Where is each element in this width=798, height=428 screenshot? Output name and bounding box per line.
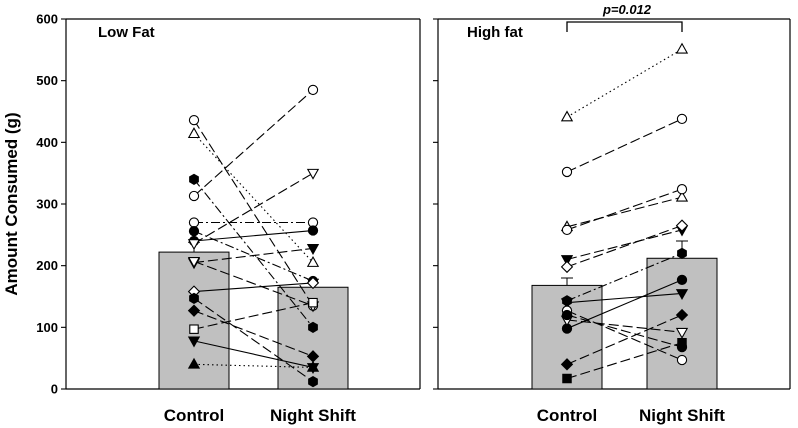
point-night-shift-7 — [677, 247, 687, 259]
pair-line-10 — [193, 260, 314, 307]
panel-title-high-fat: High fat — [467, 24, 523, 41]
pair-line-14 — [566, 342, 683, 380]
point-night-shift-3 — [307, 84, 319, 96]
point-control-4 — [188, 217, 200, 228]
pair-line-13 — [193, 310, 314, 357]
pair-line-12 — [566, 314, 683, 348]
point-control-6 — [188, 225, 200, 237]
pair-line-8 — [193, 172, 314, 244]
point-night-shift-10 — [675, 327, 689, 339]
point-night-shift-11 — [306, 276, 320, 290]
point-control-5 — [560, 255, 574, 267]
point-control-5 — [189, 173, 199, 185]
point-control-1 — [188, 114, 200, 126]
pair-line-7 — [193, 229, 314, 242]
pair-line-16 — [193, 363, 314, 368]
point-night-shift-14 — [308, 297, 318, 308]
point-control-13 — [187, 304, 201, 317]
point-control-1 — [560, 110, 574, 122]
point-control-8 — [560, 298, 574, 310]
point-control-14 — [562, 373, 572, 384]
point-night-shift-3 — [675, 190, 689, 202]
point-night-shift-6 — [675, 219, 689, 232]
point-night-shift-9 — [306, 244, 320, 256]
pair-line-2 — [566, 118, 683, 173]
point-night-shift-9 — [676, 274, 688, 285]
point-night-shift-4 — [676, 184, 688, 195]
pair-line-5 — [566, 229, 683, 261]
point-night-shift-2 — [676, 113, 688, 125]
point-control-14 — [189, 324, 199, 334]
point-control-6 — [560, 260, 574, 274]
point-night-shift-7 — [307, 225, 319, 236]
point-night-shift-12 — [308, 375, 318, 388]
pair-line-9 — [193, 247, 314, 264]
pair-line-8 — [566, 292, 683, 304]
significance-bracket — [566, 21, 683, 32]
y-tick-label: 500 — [36, 73, 58, 88]
point-control-16 — [187, 357, 201, 369]
low-fat-night-shift-label: Night Shift — [270, 406, 356, 425]
point-control-12 — [561, 309, 573, 321]
y-tick-label: 0 — [51, 382, 58, 397]
y-tick-label: 400 — [36, 135, 58, 150]
panel-title-low-fat: Low Fat — [98, 24, 155, 41]
panel-2 — [433, 18, 791, 390]
point-control-4 — [561, 224, 573, 236]
point-control-15 — [187, 336, 201, 348]
pair-line-6 — [566, 225, 683, 268]
y-tick-label: 300 — [36, 197, 58, 212]
point-control-2 — [561, 166, 573, 178]
pair-line-5 — [193, 178, 314, 328]
high-fat-control-label: Control — [537, 406, 597, 425]
pair-line-3 — [566, 196, 683, 228]
pair-line-11 — [566, 310, 683, 361]
low-fat-control-label: Control — [164, 406, 224, 425]
point-night-shift-2 — [306, 255, 320, 267]
point-control-3 — [188, 190, 200, 202]
point-night-shift-13 — [675, 308, 689, 322]
pair-line-1 — [193, 119, 314, 307]
pair-line-2 — [193, 133, 314, 263]
point-night-shift-16 — [306, 360, 320, 372]
pair-line-14 — [193, 302, 314, 330]
pair-line-10 — [566, 319, 683, 333]
pair-line-7 — [566, 252, 683, 302]
y-axis-label: Amount Consumed (g) — [2, 112, 21, 295]
pair-line-12 — [193, 297, 314, 383]
y-tick-label: 600 — [36, 12, 58, 27]
point-night-shift-1 — [675, 42, 689, 54]
point-control-12 — [189, 292, 199, 304]
y-tick-label: 100 — [36, 320, 58, 335]
panel-1: 0 100 200 300 400 500 600 — [36, 12, 421, 397]
point-night-shift-11 — [676, 354, 688, 366]
pair-line-1 — [566, 48, 683, 118]
point-night-shift-14 — [677, 337, 687, 348]
significance-label: p=0.012 — [602, 2, 652, 17]
pair-line-4 — [566, 188, 683, 231]
point-control-2 — [187, 127, 201, 139]
point-control-10 — [187, 256, 201, 268]
point-night-shift-5 — [308, 321, 318, 333]
high-fat-night-shift-label: Night Shift — [639, 406, 725, 425]
point-night-shift-8 — [306, 168, 320, 180]
point-control-8 — [187, 239, 201, 251]
pair-line-11 — [193, 282, 314, 293]
pair-line-15 — [193, 340, 314, 368]
point-night-shift-8 — [675, 289, 689, 301]
y-tick-label: 200 — [36, 258, 58, 273]
point-control-13 — [560, 358, 574, 371]
pair-line-3 — [193, 89, 314, 197]
pair-line-13 — [566, 314, 683, 365]
